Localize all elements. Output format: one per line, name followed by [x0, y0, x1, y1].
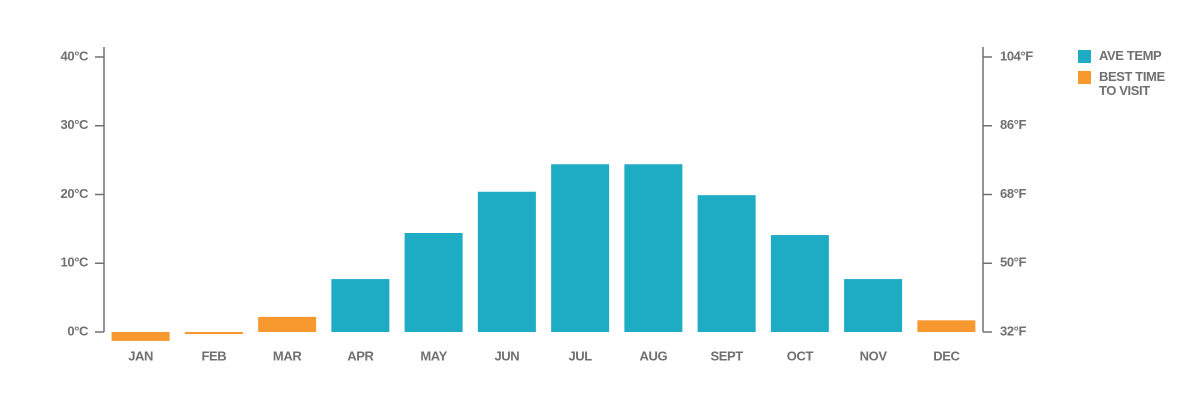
legend: AVE TEMP BEST TIME TO VISIT: [1078, 49, 1188, 105]
y2-tick-label: 32°F: [1000, 323, 1026, 338]
legend-label: AVE TEMP: [1099, 48, 1162, 63]
bar: [404, 233, 463, 332]
y-tick-label: 20°C: [61, 186, 89, 201]
bar: [551, 164, 610, 332]
bar: [111, 332, 170, 341]
x-tick-label: MAY: [420, 348, 447, 363]
legend-swatch: [1078, 50, 1091, 63]
y2-tick-label: 50°F: [1000, 255, 1026, 270]
bar: [917, 320, 976, 332]
legend-label: BEST TIME TO VISIT: [1099, 69, 1165, 98]
legend-item: AVE TEMP: [1078, 49, 1188, 63]
y-tick-label: 30°C: [61, 117, 89, 132]
x-tick-label: DEC: [933, 348, 960, 363]
legend-swatch: [1078, 71, 1091, 84]
x-tick-label: JAN: [128, 348, 153, 363]
bar: [844, 279, 903, 332]
bar: [697, 195, 756, 332]
x-tick-label: OCT: [787, 348, 814, 363]
bar: [184, 332, 243, 335]
y2-tick-label: 68°F: [1000, 186, 1026, 201]
bar: [258, 316, 317, 332]
bar: [331, 279, 390, 332]
bar: [770, 235, 829, 332]
x-tick-label: JUL: [568, 348, 592, 363]
x-tick-label: AUG: [640, 348, 668, 363]
legend-item: BEST TIME TO VISIT: [1078, 70, 1188, 98]
x-tick-label: MAR: [273, 348, 302, 363]
x-tick-label: JUN: [494, 348, 519, 363]
y-tick-label: 10°C: [61, 255, 89, 270]
y-tick-label: 0°C: [67, 323, 89, 338]
y-tick-label: 40°C: [61, 48, 89, 63]
x-tick-label: NOV: [860, 348, 888, 363]
x-tick-label: SEPT: [710, 348, 743, 363]
x-tick-label: FEB: [201, 348, 226, 363]
bar: [624, 164, 683, 332]
y2-tick-label: 104°F: [1000, 48, 1033, 63]
bar: [477, 191, 536, 332]
x-tick-label: APR: [347, 348, 374, 363]
y2-tick-label: 86°F: [1000, 117, 1026, 132]
